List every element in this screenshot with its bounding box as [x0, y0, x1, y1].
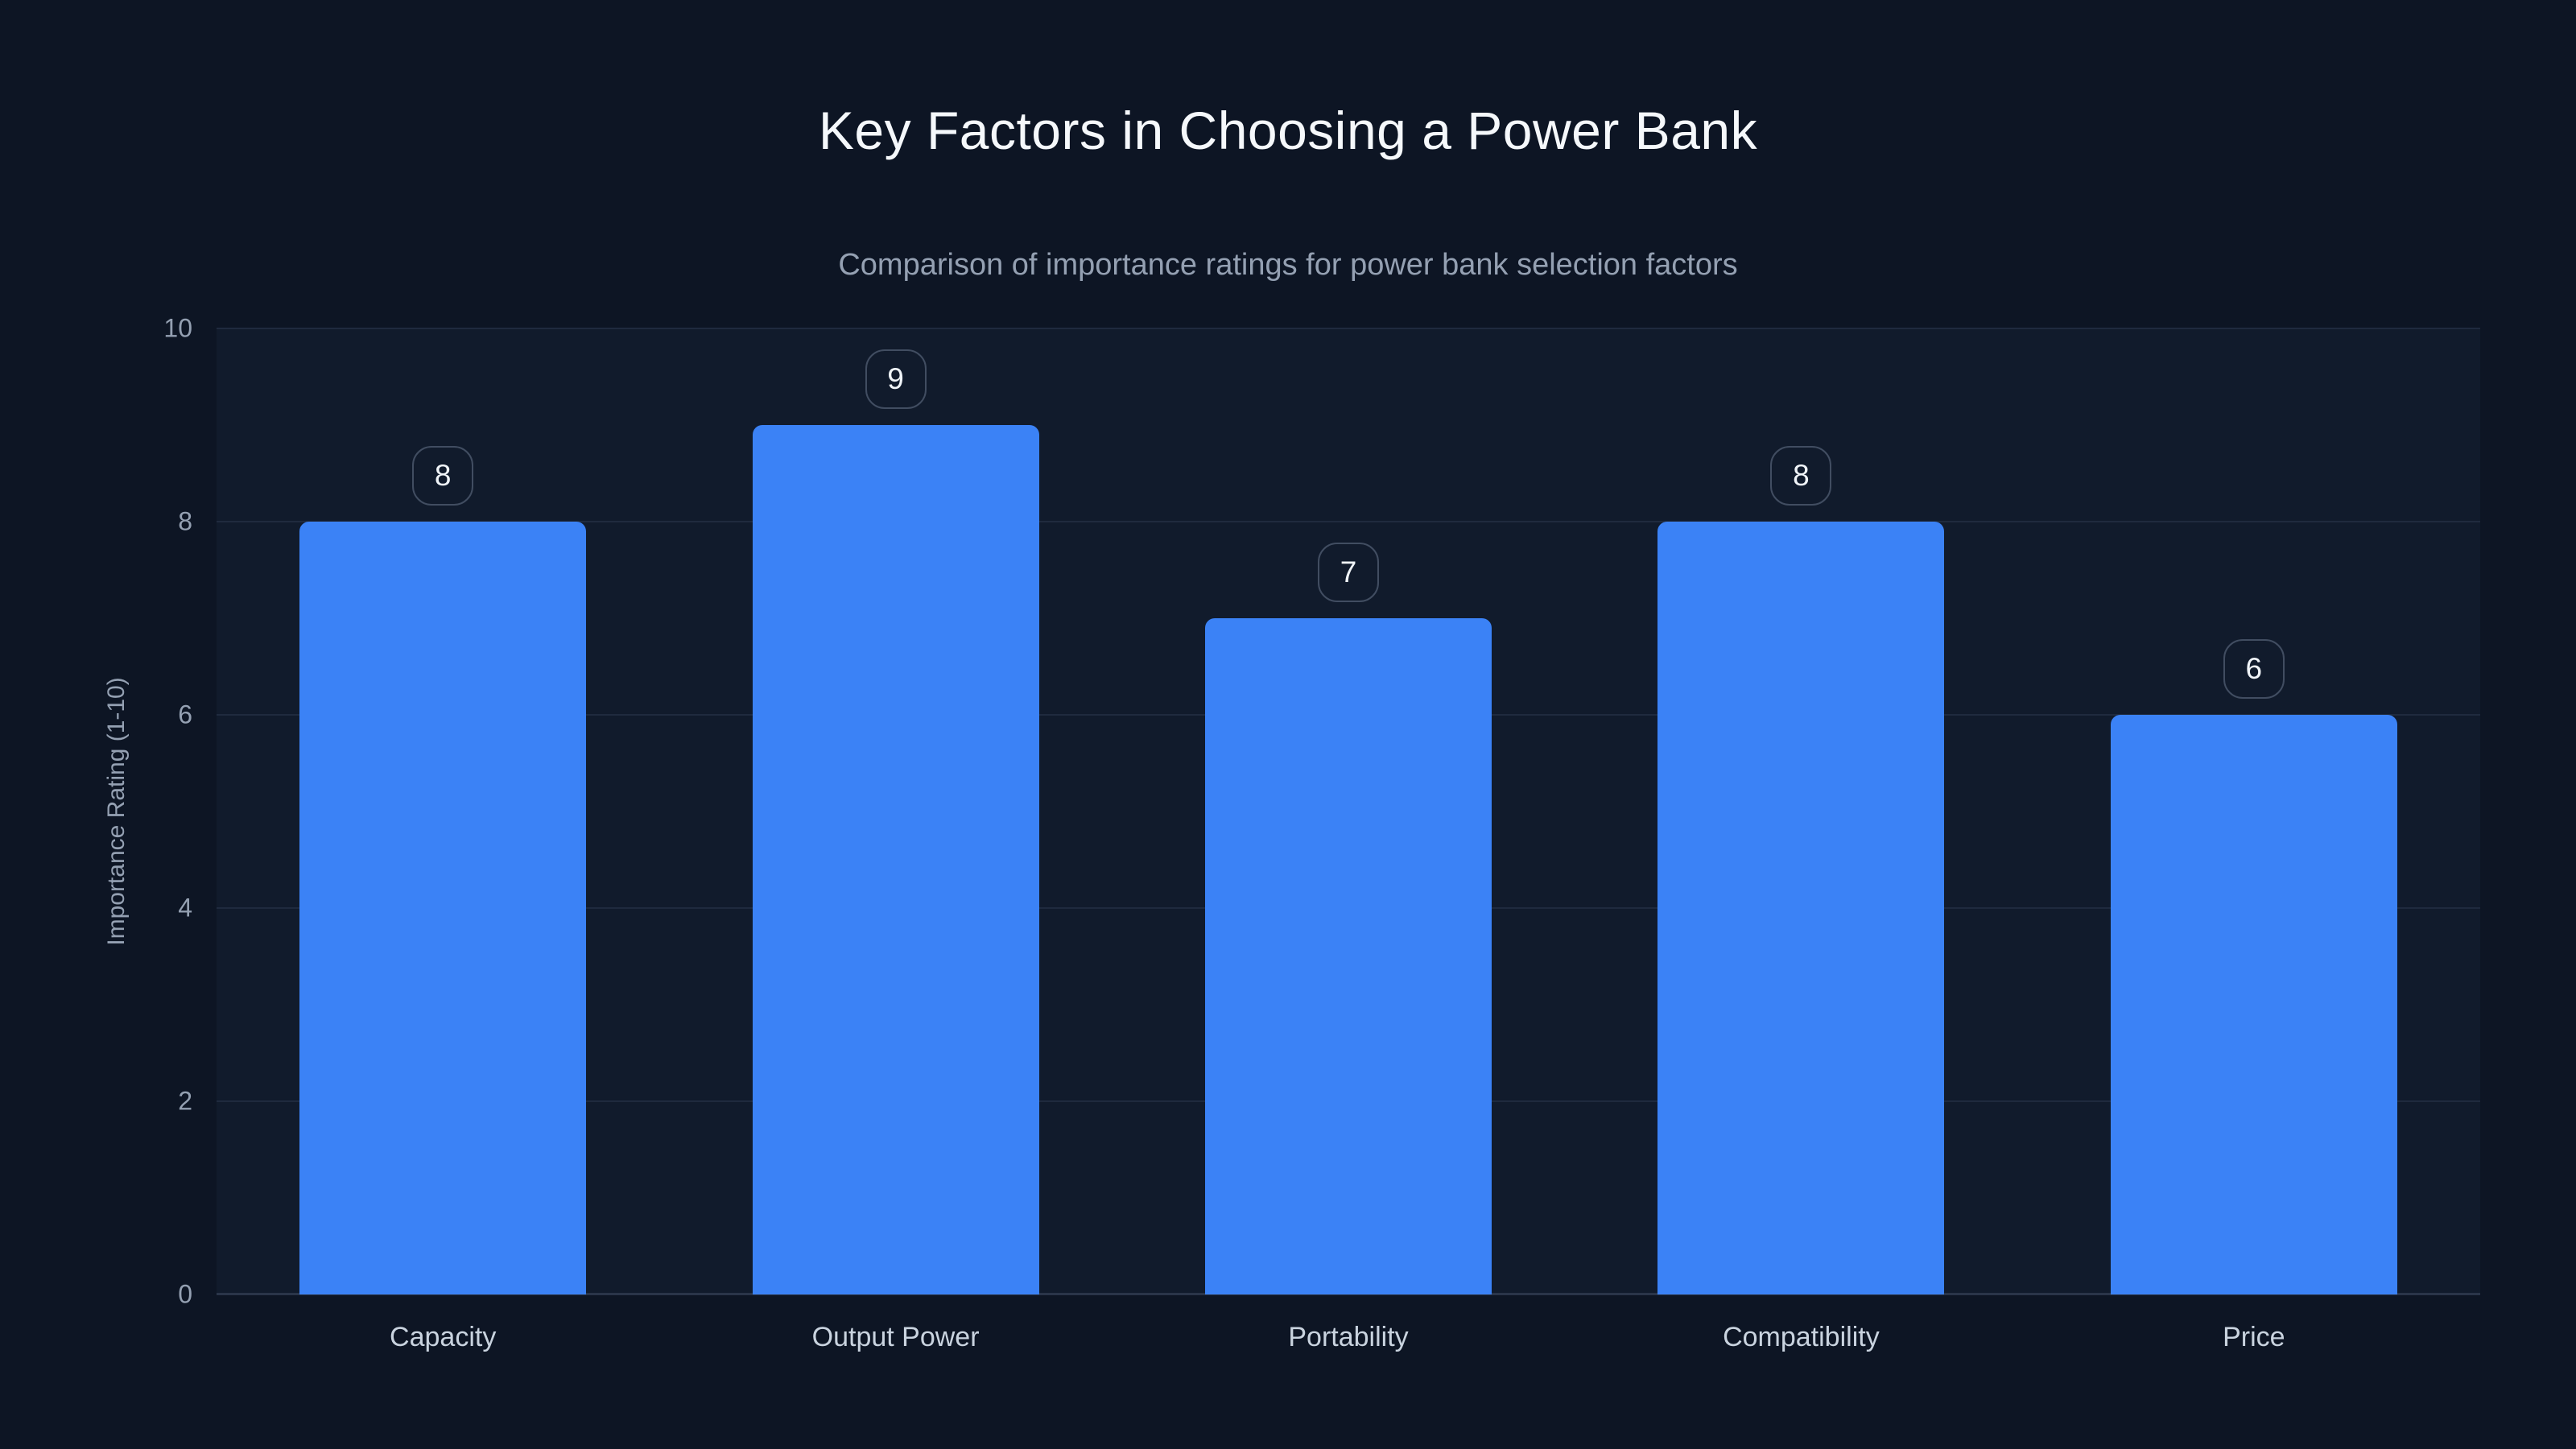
- y-tick-label-0: 0: [178, 1279, 192, 1309]
- y-tick-label-8: 8: [178, 506, 192, 536]
- chart-subtitle: Comparison of importance ratings for pow…: [838, 248, 1738, 282]
- value-badge-portability: 7: [1318, 543, 1379, 602]
- x-category-label-price: Price: [2223, 1322, 2285, 1352]
- gridline-y-10: [217, 328, 2480, 329]
- bar-capacity: [299, 522, 587, 1294]
- gridline-y-8: [217, 521, 2480, 522]
- x-category-label-capacity: Capacity: [390, 1322, 497, 1352]
- value-badge-output-power: 9: [865, 349, 927, 409]
- bar-price: [2110, 715, 2397, 1294]
- value-badge-price: 6: [2223, 639, 2285, 699]
- y-tick-label-2: 2: [178, 1086, 192, 1116]
- x-category-label-compatibility: Compatibility: [1723, 1322, 1880, 1352]
- bar-output-power: [752, 425, 1039, 1294]
- y-tick-label-4: 4: [178, 893, 192, 923]
- x-category-label-portability: Portability: [1288, 1322, 1409, 1352]
- y-tick-label-6: 6: [178, 700, 192, 729]
- y-tick-label-10: 10: [163, 313, 192, 343]
- bar-portability: [1205, 618, 1492, 1294]
- value-badge-capacity: 8: [412, 446, 474, 506]
- value-badge-compatibility: 8: [1770, 446, 1832, 506]
- chart-title: Key Factors in Choosing a Power Bank: [818, 101, 1758, 160]
- x-category-label-output-power: Output Power: [811, 1322, 980, 1352]
- plot-area: 8 9 7 8 6: [217, 328, 2480, 1295]
- bar-compatibility: [1657, 522, 1945, 1294]
